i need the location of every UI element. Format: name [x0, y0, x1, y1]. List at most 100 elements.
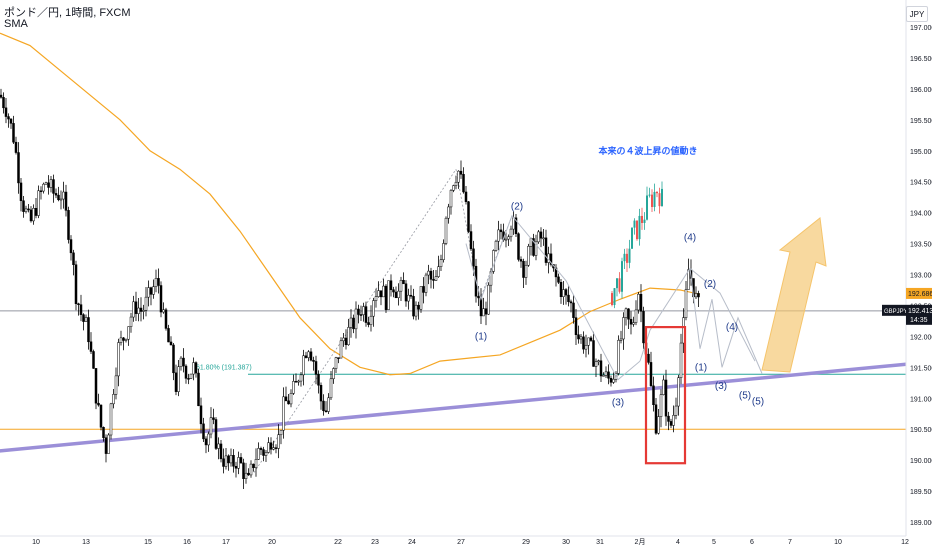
price-tick-label: 197.000: [910, 25, 932, 32]
candle-body: [564, 289, 568, 296]
alternative-candles: 本来の４波上昇の値動き: [598, 145, 698, 309]
time-tick-label: 24: [408, 539, 416, 546]
alt-candle-body: [651, 194, 653, 207]
candle-body: [87, 317, 90, 343]
candle-body: [657, 416, 660, 434]
currency-badge[interactable]: JPY: [906, 6, 928, 22]
wave-label: (1): [475, 331, 487, 342]
alt-candle-body: [656, 191, 658, 194]
candle-body: [189, 373, 193, 379]
candle-body: [72, 252, 75, 265]
time-tick-label: 20: [268, 539, 276, 546]
candle-body: [397, 290, 400, 299]
candle-body: [212, 417, 215, 420]
candle-body: [659, 394, 663, 417]
candle-body: [409, 294, 413, 297]
candle-body: [379, 290, 383, 298]
time-tick-label: 7: [788, 539, 792, 546]
candle-body: [174, 372, 178, 392]
candle-body: [639, 293, 643, 312]
candle-body: [314, 361, 318, 375]
candle-body: [612, 379, 615, 383]
arrow-shape: [761, 217, 827, 373]
candle-body: [542, 237, 545, 240]
candle-body: [39, 190, 43, 193]
time-tick-label: 30: [562, 539, 570, 546]
candle-body: [294, 381, 298, 383]
price-tick-label: 189.000: [910, 520, 932, 527]
candle-body: [437, 266, 440, 277]
candle-body: [652, 385, 655, 405]
alt-candle-body: [658, 193, 661, 207]
candle-body: [9, 118, 13, 124]
candle-body: [419, 286, 423, 310]
candle-body: [662, 379, 665, 395]
candle-body: [119, 337, 123, 343]
candle-body: [602, 375, 605, 377]
price-tick-label: 193.500: [910, 242, 932, 249]
candle-body: [579, 336, 583, 340]
candle-body: [647, 353, 650, 363]
candle-body: [667, 415, 670, 422]
candle-body: [534, 241, 538, 256]
time-tick-label: 13: [82, 539, 90, 546]
candle-body: [117, 342, 120, 377]
candle-body: [654, 404, 658, 434]
alt-candle-body: [621, 261, 623, 292]
candle-body: [562, 289, 565, 297]
fib-level-label: 61.80% (191.387): [196, 364, 252, 371]
candle-body: [229, 455, 233, 464]
price-tick-label: 194.000: [910, 211, 932, 218]
candle-body: [507, 236, 510, 240]
candle-body: [597, 360, 600, 363]
candle-body: [384, 285, 388, 310]
candle-body: [414, 304, 418, 317]
candle-body: [57, 194, 60, 201]
candle-body: [2, 97, 5, 109]
support-trendline: [0, 362, 908, 453]
candle-body: [172, 344, 175, 374]
candle-body: [584, 345, 588, 350]
alt-candle-body: [611, 293, 613, 306]
candle-body: [52, 179, 55, 194]
candle-body: [664, 379, 668, 417]
candle-body: [34, 208, 38, 216]
candle-body: [694, 293, 698, 298]
candle-body: [377, 290, 380, 297]
candle-body: [609, 377, 613, 383]
candle-body: [79, 304, 83, 315]
candle-body: [302, 355, 305, 376]
candle-body: [679, 342, 683, 378]
wave-label: (4): [726, 322, 738, 333]
candle-body: [37, 190, 40, 216]
highlight-box: [644, 325, 687, 465]
candle-body: [517, 233, 520, 260]
candle-body: [374, 296, 378, 301]
candle-body: [202, 423, 205, 440]
candle-body: [22, 200, 25, 212]
candle-body: [619, 338, 623, 341]
time-tick-label: 17: [222, 539, 230, 546]
candle-body: [207, 433, 210, 446]
dotted-wave-lines: [253, 169, 513, 473]
candle-body: [74, 264, 78, 304]
alt-candle-body: [648, 194, 651, 196]
candle-body: [472, 248, 475, 267]
candle-body: [307, 351, 310, 358]
candle-body: [339, 340, 343, 359]
candle-body: [267, 442, 270, 453]
candle-body: [469, 231, 473, 250]
candle-body: [404, 283, 408, 302]
wave-label: (3): [715, 381, 727, 392]
candle-body: [549, 253, 553, 265]
candle-body: [357, 308, 360, 315]
candle-body: [19, 182, 23, 201]
price-tick-label: 196.500: [910, 56, 932, 63]
candle-body: [572, 302, 575, 318]
countdown-label: 14:35: [910, 317, 928, 324]
candle-body: [424, 274, 428, 293]
candle-body: [317, 374, 320, 386]
candle-body: [669, 421, 673, 426]
candle-body: [159, 285, 163, 313]
